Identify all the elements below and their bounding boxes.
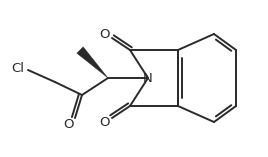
- Polygon shape: [77, 47, 108, 78]
- Text: Cl: Cl: [12, 62, 24, 75]
- Text: N: N: [143, 73, 153, 86]
- Text: O: O: [100, 27, 110, 41]
- Text: O: O: [63, 119, 73, 132]
- Text: O: O: [100, 116, 110, 128]
